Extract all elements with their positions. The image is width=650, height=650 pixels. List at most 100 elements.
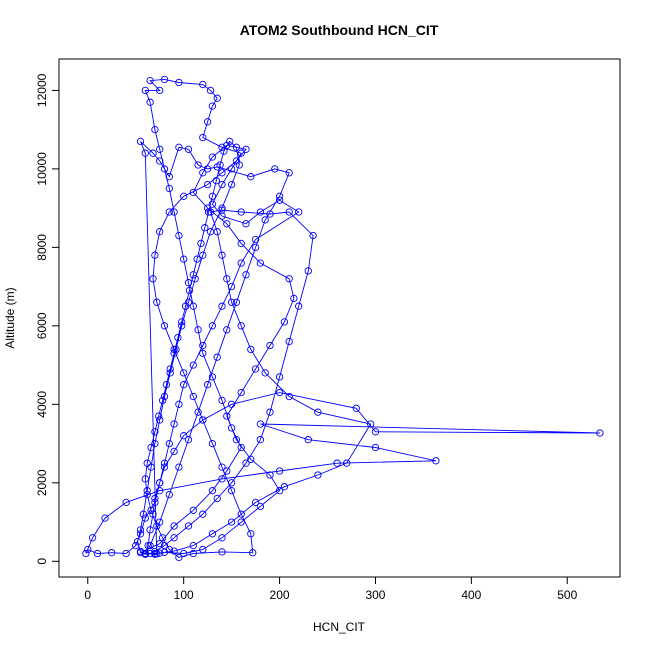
y-tick-label: 0 bbox=[35, 558, 49, 565]
data-point bbox=[251, 365, 260, 373]
x-tick-label: 400 bbox=[461, 588, 481, 602]
data-point bbox=[208, 192, 217, 200]
data-point bbox=[208, 373, 217, 381]
data-point bbox=[256, 208, 265, 216]
data-point bbox=[237, 239, 245, 248]
y-tick-label: 2000 bbox=[35, 469, 49, 496]
data-point bbox=[199, 169, 207, 177]
data-point bbox=[149, 510, 157, 518]
x-axis-label: HCN_CIT bbox=[313, 620, 366, 634]
data-point bbox=[146, 526, 154, 534]
data-point bbox=[165, 545, 173, 554]
data-point bbox=[213, 494, 221, 503]
data-point bbox=[223, 326, 231, 334]
data-point bbox=[208, 530, 217, 538]
data-point bbox=[212, 177, 220, 185]
data-point bbox=[160, 541, 169, 550]
data-point bbox=[170, 345, 178, 354]
data-point bbox=[266, 210, 274, 218]
data-point bbox=[352, 404, 360, 412]
series-group bbox=[82, 75, 604, 562]
data-point bbox=[156, 416, 164, 424]
data-point bbox=[218, 302, 226, 310]
data-point bbox=[285, 208, 293, 216]
data-point bbox=[143, 487, 151, 495]
data-point bbox=[203, 381, 212, 389]
data-point bbox=[218, 475, 226, 483]
data-point bbox=[208, 200, 217, 208]
data-point bbox=[175, 231, 183, 240]
data-point bbox=[314, 471, 322, 479]
y-axis: 0 2000 4000 6000 8000 10000 12000 bbox=[35, 73, 60, 565]
data-point bbox=[136, 530, 145, 538]
data-point bbox=[208, 487, 217, 495]
data-point bbox=[174, 333, 182, 342]
data-point bbox=[227, 400, 236, 408]
data-point bbox=[199, 251, 207, 259]
data-point bbox=[175, 143, 183, 151]
data-point bbox=[275, 388, 284, 397]
data-point bbox=[227, 424, 236, 432]
data-point bbox=[156, 157, 164, 165]
data-point bbox=[237, 149, 245, 157]
data-point bbox=[160, 392, 169, 401]
data-point bbox=[213, 163, 221, 171]
x-tick-label: 500 bbox=[557, 588, 577, 602]
data-point bbox=[189, 302, 197, 310]
data-point bbox=[343, 459, 351, 467]
data-point bbox=[218, 169, 226, 177]
data-point bbox=[82, 549, 90, 558]
data-point bbox=[165, 490, 173, 499]
data-point bbox=[160, 463, 169, 471]
data-point bbox=[139, 510, 148, 518]
data-point bbox=[206, 208, 215, 216]
data-point bbox=[189, 392, 197, 401]
data-point bbox=[432, 457, 440, 465]
data-point bbox=[206, 86, 215, 95]
data-point bbox=[153, 298, 161, 306]
data-point bbox=[101, 514, 109, 522]
data-point bbox=[88, 534, 97, 542]
x-tick-label: 0 bbox=[84, 588, 91, 602]
data-point bbox=[158, 396, 167, 405]
data-point bbox=[158, 534, 167, 542]
data-point bbox=[218, 548, 226, 556]
data-point bbox=[160, 75, 169, 84]
data-point bbox=[256, 259, 265, 267]
data-point bbox=[146, 76, 154, 85]
data-point bbox=[156, 518, 164, 526]
data-point bbox=[199, 133, 207, 142]
data-point bbox=[143, 490, 151, 499]
data-point bbox=[218, 212, 226, 220]
data-point bbox=[266, 408, 274, 416]
data-point bbox=[201, 224, 209, 232]
data-point bbox=[223, 467, 231, 475]
data-point bbox=[147, 443, 155, 452]
data-point bbox=[226, 137, 234, 146]
data-point bbox=[160, 322, 169, 330]
chart-title: ATOM2 Southbound HCN_CIT bbox=[240, 22, 439, 38]
data-point bbox=[242, 220, 250, 228]
data-point bbox=[247, 530, 255, 538]
data-point bbox=[218, 206, 226, 214]
data-point bbox=[227, 298, 236, 306]
data-point bbox=[136, 137, 145, 146]
data-point bbox=[151, 494, 159, 503]
data-point bbox=[199, 349, 207, 357]
data-point bbox=[218, 396, 226, 405]
y-tick-label: 12000 bbox=[35, 73, 49, 107]
data-point bbox=[132, 541, 140, 550]
x-tick-label: 300 bbox=[365, 588, 385, 602]
data-point bbox=[213, 94, 221, 102]
data-point bbox=[237, 443, 245, 452]
data-point bbox=[194, 326, 202, 334]
x-axis: 0 100 200 300 400 500 bbox=[84, 576, 578, 602]
data-point bbox=[84, 545, 92, 554]
data-point bbox=[184, 522, 193, 530]
data-point bbox=[261, 216, 269, 224]
data-point bbox=[160, 165, 169, 173]
data-point bbox=[232, 298, 241, 306]
y-tick-label: 4000 bbox=[35, 391, 49, 418]
data-point bbox=[178, 318, 186, 326]
